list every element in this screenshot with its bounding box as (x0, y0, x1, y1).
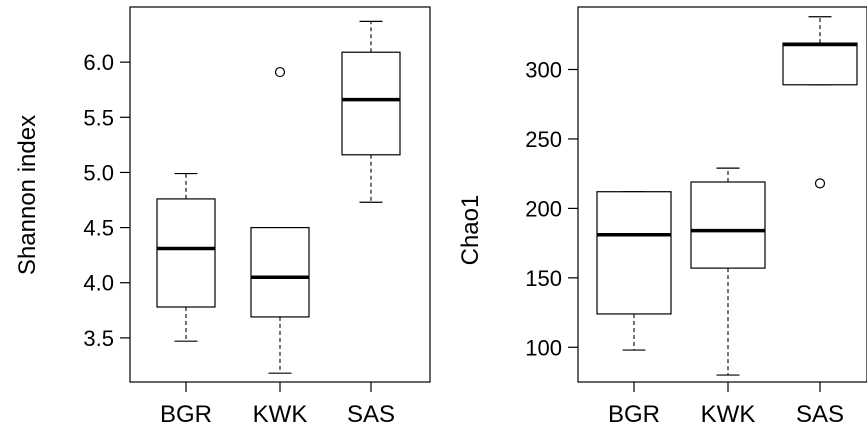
y-tick-label: 6.0 (83, 50, 114, 75)
outlier-point (814, 178, 826, 189)
x-tick-label: KWK (253, 401, 308, 428)
y-tick-label: 300 (525, 58, 562, 83)
y-tick-label: 100 (525, 335, 562, 360)
box-kwk (250, 226, 310, 318)
y-tick-label: 250 (525, 127, 562, 152)
box-bgr (596, 191, 672, 315)
y-tick-label: 4.5 (83, 216, 114, 241)
y-tick-label: 150 (525, 266, 562, 291)
plot-frame (577, 6, 867, 383)
y-axis-label: Shannon index (14, 115, 41, 275)
y-tick-label: 5.5 (83, 105, 114, 130)
y-tick-label: 3.5 (83, 326, 114, 351)
x-tick-label: SAS (347, 401, 395, 428)
x-tick-label: KWK (701, 401, 756, 428)
y-tick-label: 5.0 (83, 160, 114, 185)
box-sas (341, 51, 401, 156)
x-tick-label: SAS (796, 401, 844, 428)
y-tick-label: 4.0 (83, 271, 114, 296)
panel-chao1: 100 150 200 250 300 Chao1 BGR KWK SAS (457, 6, 867, 428)
panel-shannon: 3.5 4.0 4.5 5.0 5.5 6.0 Shannon index BGR KWK SAS (14, 6, 431, 428)
box-sas (782, 42, 858, 86)
box-bgr (156, 198, 216, 308)
x-tick-label: BGR (160, 401, 212, 428)
y-tick-label: 200 (525, 196, 562, 221)
outlier-point (274, 66, 286, 78)
y-axis-label: Chao1 (457, 195, 484, 266)
x-tick-label: BGR (608, 401, 660, 428)
box-kwk (690, 181, 766, 269)
